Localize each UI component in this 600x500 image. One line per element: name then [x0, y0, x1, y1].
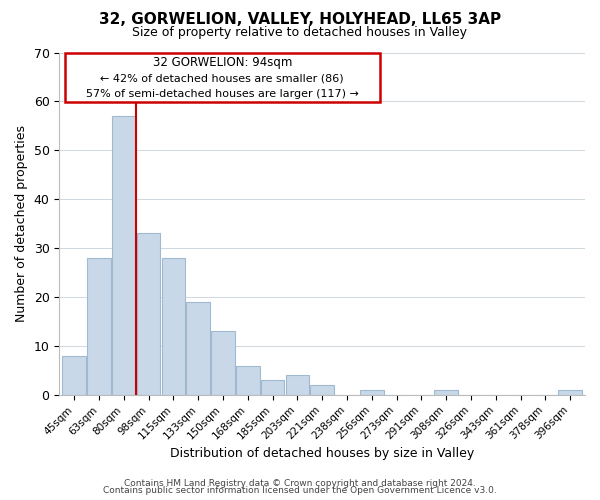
- Bar: [434, 390, 458, 395]
- Bar: [161, 258, 185, 395]
- Bar: [62, 356, 86, 395]
- Text: Contains public sector information licensed under the Open Government Licence v3: Contains public sector information licen…: [103, 486, 497, 495]
- Text: 32, GORWELION, VALLEY, HOLYHEAD, LL65 3AP: 32, GORWELION, VALLEY, HOLYHEAD, LL65 3A…: [99, 12, 501, 28]
- Text: ← 42% of detached houses are smaller (86): ← 42% of detached houses are smaller (86…: [100, 74, 344, 84]
- Bar: [112, 116, 136, 395]
- Bar: [187, 302, 210, 395]
- Bar: [261, 380, 284, 395]
- Bar: [211, 332, 235, 395]
- Bar: [286, 376, 309, 395]
- Bar: [559, 390, 582, 395]
- Bar: [310, 385, 334, 395]
- Bar: [360, 390, 383, 395]
- Y-axis label: Number of detached properties: Number of detached properties: [15, 125, 28, 322]
- Bar: [236, 366, 260, 395]
- Bar: [87, 258, 111, 395]
- FancyBboxPatch shape: [65, 52, 380, 102]
- Text: 32 GORWELION: 94sqm: 32 GORWELION: 94sqm: [152, 56, 292, 69]
- Bar: [137, 234, 160, 395]
- Text: Size of property relative to detached houses in Valley: Size of property relative to detached ho…: [133, 26, 467, 39]
- Text: Contains HM Land Registry data © Crown copyright and database right 2024.: Contains HM Land Registry data © Crown c…: [124, 478, 476, 488]
- Text: 57% of semi-detached houses are larger (117) →: 57% of semi-detached houses are larger (…: [86, 89, 359, 99]
- X-axis label: Distribution of detached houses by size in Valley: Distribution of detached houses by size …: [170, 447, 474, 460]
